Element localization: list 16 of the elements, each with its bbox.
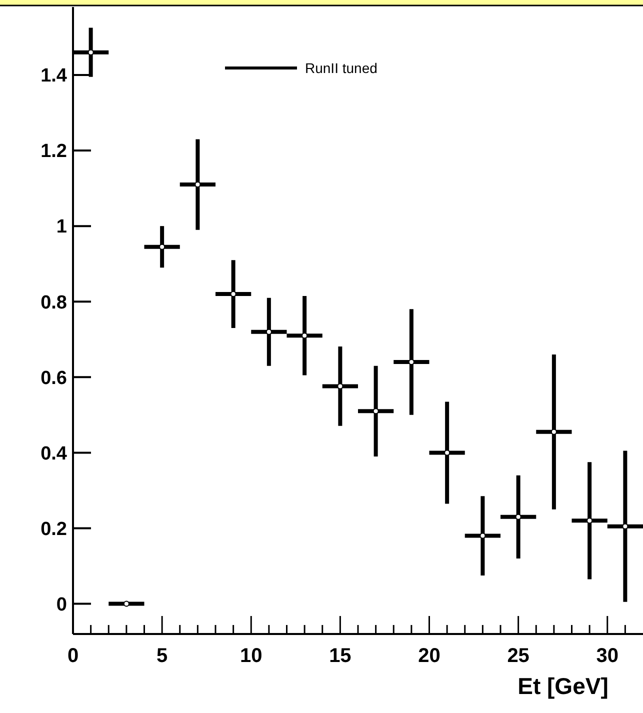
y-tick-label: 0.6: [40, 368, 67, 389]
y-tick-label: 1.4: [40, 66, 68, 87]
y-tick-label: 0: [56, 594, 67, 616]
y-tick-label: 0.8: [40, 292, 67, 314]
x-tick-label: 30: [596, 645, 618, 667]
x-axis-title: Et [GeV]: [518, 673, 608, 699]
x-tick-label: 5: [156, 645, 168, 667]
text: RunII tuned: [305, 60, 378, 76]
x-tick-label: 15: [329, 645, 352, 667]
y-tick-label: 0.4: [40, 443, 68, 464]
x-tick-label: 10: [240, 645, 262, 667]
y-tick-label: 0.2: [40, 518, 67, 540]
y-tick-label: 1.2: [40, 141, 67, 162]
x-tick-label: 25: [507, 645, 530, 667]
x-tick-label: 20: [418, 645, 440, 667]
y-tick-label: 1: [56, 216, 68, 238]
